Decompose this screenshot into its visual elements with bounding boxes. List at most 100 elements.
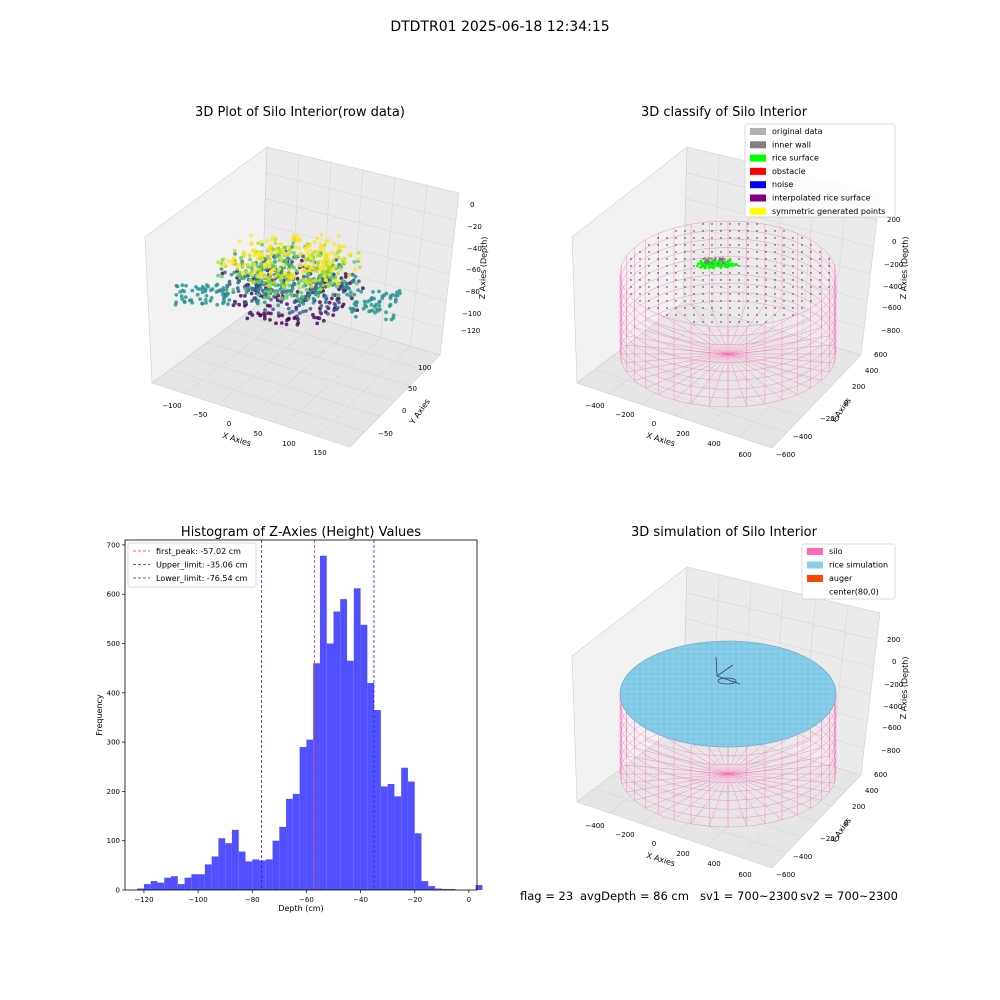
z-tick: −600 [882, 724, 901, 732]
interpolated-point [648, 258, 650, 260]
interpolated-point [756, 223, 758, 225]
interpolated-point [684, 244, 686, 246]
raw-data-point [275, 254, 279, 258]
histogram-frame [124, 539, 478, 891]
interpolated-point [657, 286, 659, 288]
sv2-readout: sv2 = 700~2300 [800, 889, 898, 903]
z-tick: 0 [892, 658, 896, 666]
interpolated-point [675, 272, 677, 274]
histogram-bar [319, 555, 327, 890]
raw-data-point [233, 301, 238, 305]
raw-data-point [318, 309, 323, 314]
legend-swatch [750, 207, 766, 215]
interpolated-point [774, 293, 776, 295]
raw-data-point [311, 296, 316, 301]
raw-data-point [323, 267, 328, 271]
interpolated-point [693, 251, 695, 253]
raw-data-point [352, 292, 357, 297]
raw-data-point [315, 236, 320, 241]
sv1-readout: sv1 = 700~2300 [700, 889, 798, 903]
histogram-bar [225, 843, 232, 890]
interpolated-point [774, 265, 776, 267]
interpolated-point [711, 251, 713, 253]
raw-data-point [311, 300, 316, 305]
raw-data-point [332, 242, 337, 247]
silo-floor-spoke [626, 353, 729, 373]
interpolated-point [783, 279, 785, 281]
raw-data-point [179, 294, 184, 298]
raw-data-point [314, 286, 319, 290]
histogram-reference-lines [261, 540, 375, 890]
histogram-bar [306, 739, 314, 890]
interpolated-point [810, 258, 812, 260]
flag-readout: flag = 23 [520, 889, 573, 903]
raw-data-point [345, 292, 350, 297]
histogram-bar [150, 881, 158, 890]
raw-data-point [319, 304, 324, 308]
raw-data-point [204, 301, 208, 305]
raw-data-point [245, 316, 250, 321]
interpolated-point [702, 321, 704, 323]
raw-data-point [237, 302, 242, 307]
plot-raw-data-points [173, 233, 402, 327]
interpolated-point [729, 230, 731, 232]
raw-data-point [222, 299, 227, 304]
silo-floor-spoke [709, 301, 729, 355]
interpolated-point [774, 230, 776, 232]
interpolated-point [711, 307, 713, 309]
histogram-bar [259, 860, 266, 890]
raw-data-point [294, 307, 299, 312]
interpolated-point [639, 300, 641, 302]
interpolated-point [702, 258, 704, 260]
silo-floor-spoke [727, 353, 747, 407]
raw-data-point [198, 297, 203, 301]
interpolated-point [720, 314, 722, 316]
interpolated-point [711, 230, 713, 232]
raw-data-point [262, 281, 266, 286]
rice-surface-point [731, 264, 734, 268]
silo-floor-spoke [727, 773, 747, 827]
raw-data-point [291, 241, 295, 246]
interpolated-point [747, 314, 749, 316]
z-tick: −200 [884, 261, 903, 269]
raw-data-point [384, 310, 388, 315]
silo-floor-spoke [727, 353, 766, 404]
interpolated-point [792, 265, 794, 267]
histogram-bar [407, 781, 415, 890]
histogram-bar [387, 784, 395, 890]
raw-data-point [340, 260, 345, 265]
interpolated-point [819, 265, 821, 267]
interpolated-point [801, 286, 803, 288]
interpolated-point [675, 237, 677, 239]
raw-data-point [380, 294, 385, 298]
rice-surface-point [699, 266, 702, 269]
histogram-bar [374, 710, 381, 890]
rice-surface-point [729, 259, 732, 262]
raw-data-point [300, 258, 304, 263]
histogram-bar [435, 888, 442, 890]
raw-data-point [287, 311, 292, 315]
histogram-y-label: Frequency [95, 694, 104, 736]
interpolated-point [801, 300, 803, 302]
histogram-bar [441, 889, 449, 890]
grid-line [266, 172, 456, 221]
z-tick: −100 [462, 310, 481, 318]
raw-data-point [241, 262, 246, 267]
interpolated-point [747, 279, 749, 281]
raw-data-point [286, 244, 291, 249]
x-tick: 200 [676, 430, 689, 438]
raw-data-point [336, 255, 341, 260]
interpolated-point [720, 286, 722, 288]
raw-data-point [279, 295, 284, 300]
raw-data-point [284, 274, 289, 279]
histogram-title: Histogram of Z-Axies (Height) Values [181, 525, 421, 540]
interpolated-point [693, 286, 695, 288]
y-tick-label: 100 [107, 837, 120, 845]
raw-data-point [273, 274, 277, 279]
silo-wireframe [619, 220, 837, 408]
interpolated-point [666, 272, 668, 274]
interpolated-point [738, 314, 740, 316]
raw-data-point [343, 286, 348, 290]
interpolated-point [639, 251, 641, 253]
